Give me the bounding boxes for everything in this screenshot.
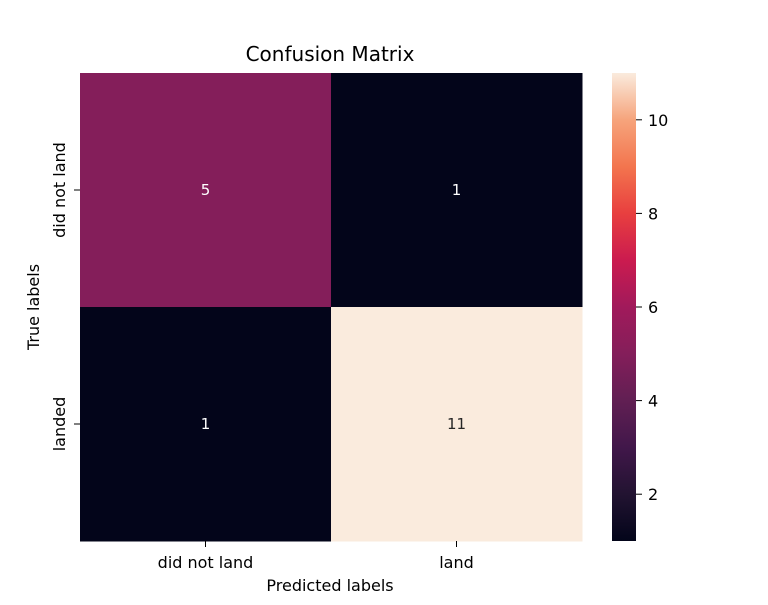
- cell-annotation: 1: [201, 415, 211, 433]
- heatmap-cell: [80, 307, 332, 542]
- x-axis: did not land land: [158, 541, 474, 572]
- heatmap-cell: [80, 73, 332, 308]
- heatmap-cells: [80, 73, 583, 542]
- x-axis-label: Predicted labels: [266, 576, 393, 595]
- y-axis-label: True labels: [24, 264, 43, 351]
- x-tick-label: land: [439, 553, 474, 572]
- y-tick-label: landed: [50, 397, 69, 452]
- colorbar-tick-label: 8: [648, 204, 658, 223]
- heatmap-cell: [331, 307, 583, 542]
- y-tick-label: did not land: [50, 142, 69, 238]
- colorbar-tick-label: 6: [648, 298, 658, 317]
- cell-annotation: 11: [447, 415, 466, 433]
- chart-title: Confusion Matrix: [246, 42, 415, 66]
- heatmap-cell: [331, 73, 583, 308]
- y-axis: did not land landed: [50, 142, 80, 451]
- colorbar-tick-label: 10: [648, 111, 668, 130]
- colorbar-tick-label: 4: [648, 392, 658, 411]
- colorbar-axis: 2 4 6 8 10: [636, 111, 668, 504]
- colorbar: [612, 73, 636, 541]
- cell-annotation: 1: [452, 181, 462, 199]
- x-tick-label: did not land: [158, 553, 254, 572]
- cell-annotation: 5: [201, 181, 211, 199]
- cell-annotations: 5 11 11: [201, 181, 466, 433]
- colorbar-tick-label: 2: [648, 485, 658, 504]
